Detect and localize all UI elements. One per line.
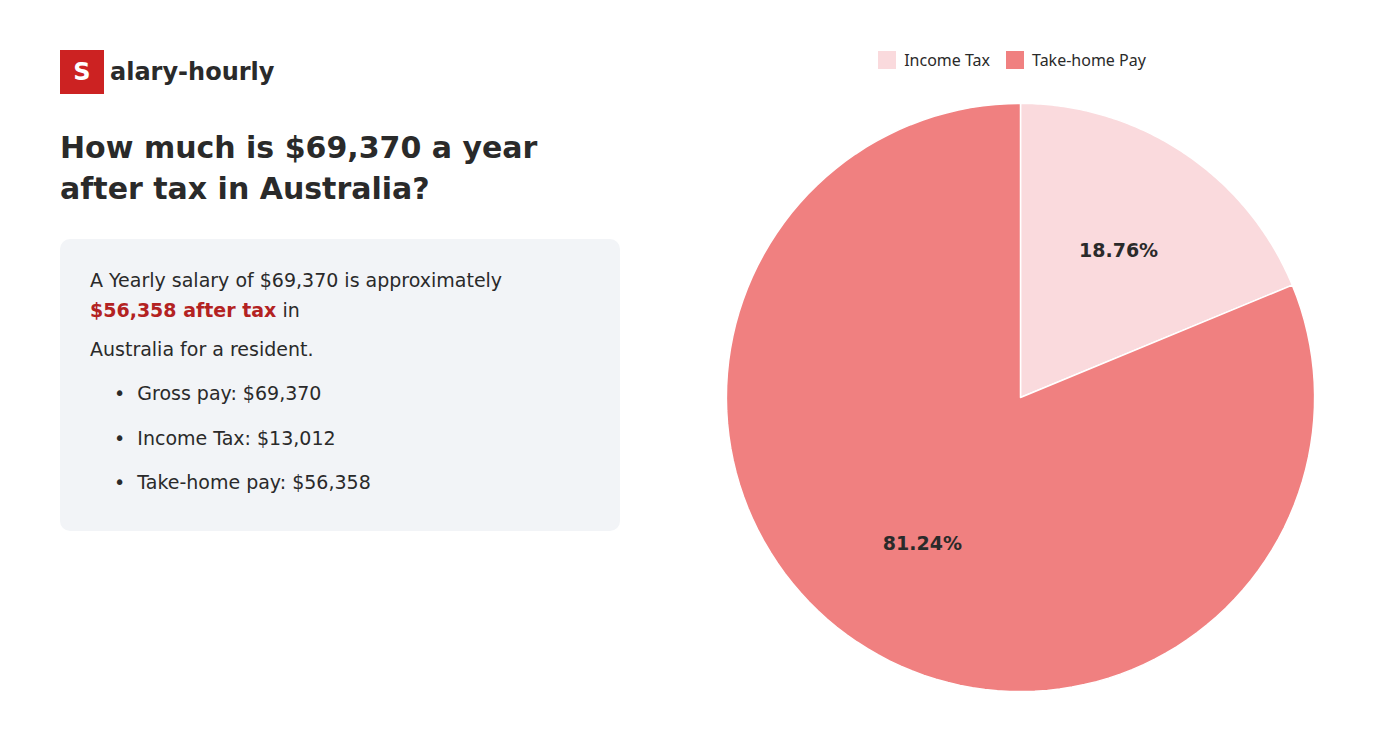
- html-text:How much is $69,370 a year aft: How much is $69,370 a year after tax in …: [60, 130, 538, 206]
- svg-text:18.76%: 18.76%: [1079, 238, 1158, 260]
- html-text:$56,358 after tax in: $56,358 after tax in: [90, 299, 300, 322]
- html-text:Australia for a resident.: Australia for a resident.: [90, 337, 314, 360]
- html-text:S: S: [73, 58, 91, 86]
- html-text:alary-hourly: alary-hourly: [110, 58, 275, 86]
- html-text:• Gross pay: $69,370: • Gross pay: $69,370: [114, 382, 322, 405]
- html-text:Take-home Pay: Take-home Pay: [1032, 49, 1146, 71]
- html-text:• Income Tax: $13,012: • Income Tax: $13,012: [114, 426, 336, 449]
- html-text:A Yearly salary of $69,370 is: A Yearly salary of $69,370 is approximat…: [90, 269, 509, 291]
- html-text:• Take-home pay: $56,358: • Take-home pay: $56,358: [114, 471, 371, 493]
- html-text:Income Tax: Income Tax: [904, 49, 990, 71]
- svg-text:81.24%: 81.24%: [883, 532, 962, 554]
